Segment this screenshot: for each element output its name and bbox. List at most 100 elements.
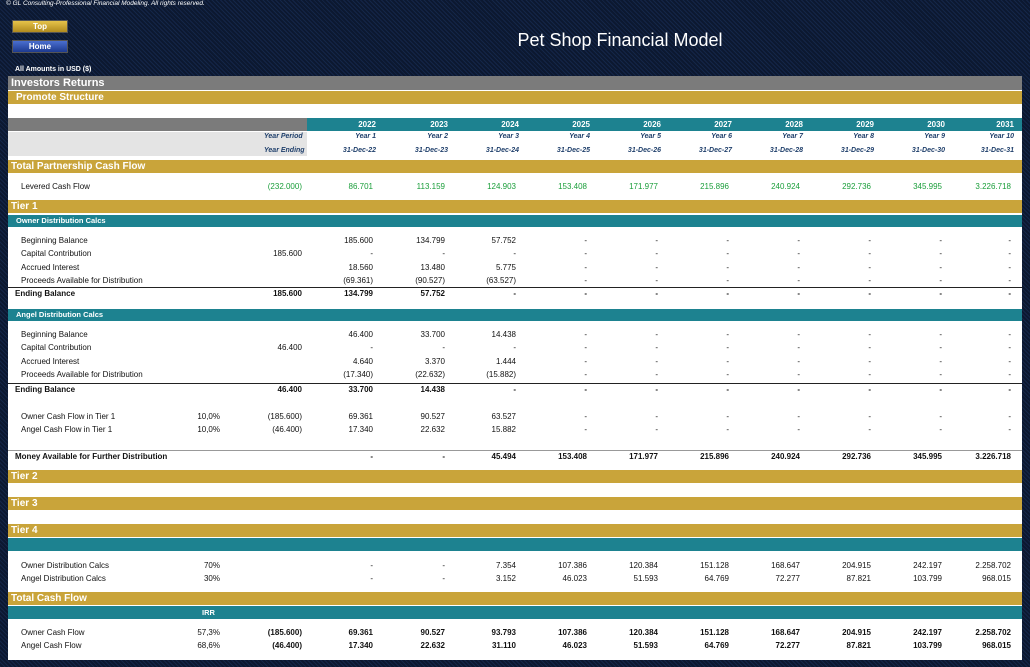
value-cell: - (1008, 263, 1011, 272)
tier1-band: Tier 1 (8, 200, 1022, 213)
value-cell: - (370, 574, 373, 583)
table-row: Accrued Interest 18.560 13.480 5.775 - - - - - - - (8, 262, 1022, 274)
value-cell: - (726, 249, 729, 258)
value-cell: 168.647 (771, 561, 800, 570)
value-cell: 124.903 (487, 182, 516, 191)
ending-cell: 31-Dec-22 (342, 147, 376, 154)
value-cell: - (797, 330, 800, 339)
table-row: Ending Balance 46.400 33.700 14.438 - - - - - - - - (8, 383, 1022, 396)
value-cell: - (726, 343, 729, 352)
value-cell: - (797, 236, 800, 245)
table-row: Owner Cash Flow in Tier 1 10,0% (185.600) 6… (8, 411, 1022, 423)
copyright-text: © GL Consulting-Professional Financial M… (6, 0, 205, 7)
pre-period-cell: 46.400 (277, 385, 302, 394)
value-cell: - (1008, 425, 1011, 434)
value-cell: - (939, 385, 942, 394)
value-cell: - (513, 289, 516, 298)
value-cell: 14.438 (491, 330, 516, 339)
value-cell: 3.370 (424, 357, 445, 366)
pre-period-cell: 185.600 (273, 289, 302, 298)
pre-period-cell: (185.600) (267, 412, 302, 421)
value-cell: - (797, 425, 800, 434)
value-cell: - (726, 276, 729, 285)
value-cell: 90.527 (420, 628, 445, 637)
row-label: Ending Balance (15, 385, 76, 394)
value-cell: 151.128 (700, 628, 729, 637)
value-cell: 63.527 (491, 412, 516, 421)
value-cell: - (939, 249, 942, 258)
value-cell: - (868, 249, 871, 258)
value-cell: - (584, 343, 587, 352)
value-cell: - (939, 236, 942, 245)
value-cell: 345.995 (913, 452, 942, 461)
value-cell: - (726, 357, 729, 366)
value-cell: - (868, 236, 871, 245)
section-title: Tier 1 (11, 201, 38, 212)
value-cell: - (513, 343, 516, 352)
value-cell: - (1008, 385, 1011, 394)
value-cell: - (584, 276, 587, 285)
value-cell: 968.015 (982, 641, 1011, 650)
value-cell: 90.527 (420, 412, 445, 421)
value-cell: - (726, 425, 729, 434)
value-cell: - (726, 330, 729, 339)
value-cell: 204.915 (842, 628, 871, 637)
row-label: Accrued Interest (21, 263, 80, 272)
tier3-band: Tier 3 (8, 497, 1022, 510)
value-cell: 2.258.702 (975, 628, 1011, 637)
table-row: Proceeds Available for Distribution (69.3… (8, 275, 1022, 287)
value-cell: - (868, 330, 871, 339)
row-label: Accrued Interest (21, 357, 80, 366)
row-percent: 68,6% (197, 641, 220, 650)
year-cell: 2023 (430, 120, 448, 129)
table-row: Beginning Balance 46.400 33.700 14.438 - - - - -… (8, 329, 1022, 341)
table-row: Owner Cash Flow 57,3% (185.600) 69.361 90.52… (8, 627, 1022, 639)
value-cell: - (868, 263, 871, 272)
value-cell: 242.197 (913, 628, 942, 637)
row-label: Owner Distribution Calcs (21, 561, 110, 570)
value-cell: - (726, 263, 729, 272)
value-cell: - (442, 574, 445, 583)
pre-period-cell: (46.400) (272, 641, 302, 650)
value-cell: - (939, 412, 942, 421)
value-cell: 134.799 (416, 236, 445, 245)
value-cell: 51.593 (633, 641, 658, 650)
home-button[interactable]: Home (12, 40, 68, 53)
value-cell: - (868, 357, 871, 366)
row-label: Money Available for Further Distribution (15, 452, 168, 461)
value-cell: - (726, 385, 729, 394)
year-cell: 2027 (714, 120, 732, 129)
period-cell: Year 1 (355, 133, 376, 140)
section-title: Angel Distribution Calcs (16, 310, 104, 319)
section-title: Promote Structure (16, 92, 104, 103)
value-cell: - (1008, 289, 1011, 298)
period-cell: Year 4 (569, 133, 590, 140)
value-cell: - (655, 276, 658, 285)
value-cell: 215.896 (700, 182, 729, 191)
value-cell: 46.023 (562, 641, 587, 650)
value-cell: - (655, 249, 658, 258)
value-cell: - (797, 357, 800, 366)
ending-cell: 31-Dec-27 (698, 147, 732, 154)
value-cell: 69.361 (348, 628, 373, 637)
currency-note: All Amounts in USD ($) (15, 66, 92, 73)
value-cell: - (797, 412, 800, 421)
value-cell: - (442, 343, 445, 352)
value-cell: - (370, 452, 373, 461)
value-cell: - (1008, 412, 1011, 421)
year-ending-label: Year Ending (264, 147, 305, 154)
value-cell: 185.600 (344, 236, 373, 245)
value-cell: 64.769 (704, 641, 729, 650)
year-cell: 2029 (856, 120, 874, 129)
period-cell: Year 10 (989, 133, 1014, 140)
top-button[interactable]: Top (12, 20, 68, 33)
section-title: Tier 4 (11, 525, 38, 536)
row-label: Owner Cash Flow (21, 628, 85, 637)
year-cell: 2031 (996, 120, 1014, 129)
table-row: Money Available for Further Distribution… (8, 450, 1022, 463)
row-label: Proceeds Available for Distribution (21, 370, 143, 379)
table-row: Levered Cash Flow (232.000) 86.701 113.159 1… (8, 181, 1022, 193)
value-cell: 107.386 (558, 628, 587, 637)
value-cell: - (370, 249, 373, 258)
value-cell: (17.340) (343, 370, 373, 379)
